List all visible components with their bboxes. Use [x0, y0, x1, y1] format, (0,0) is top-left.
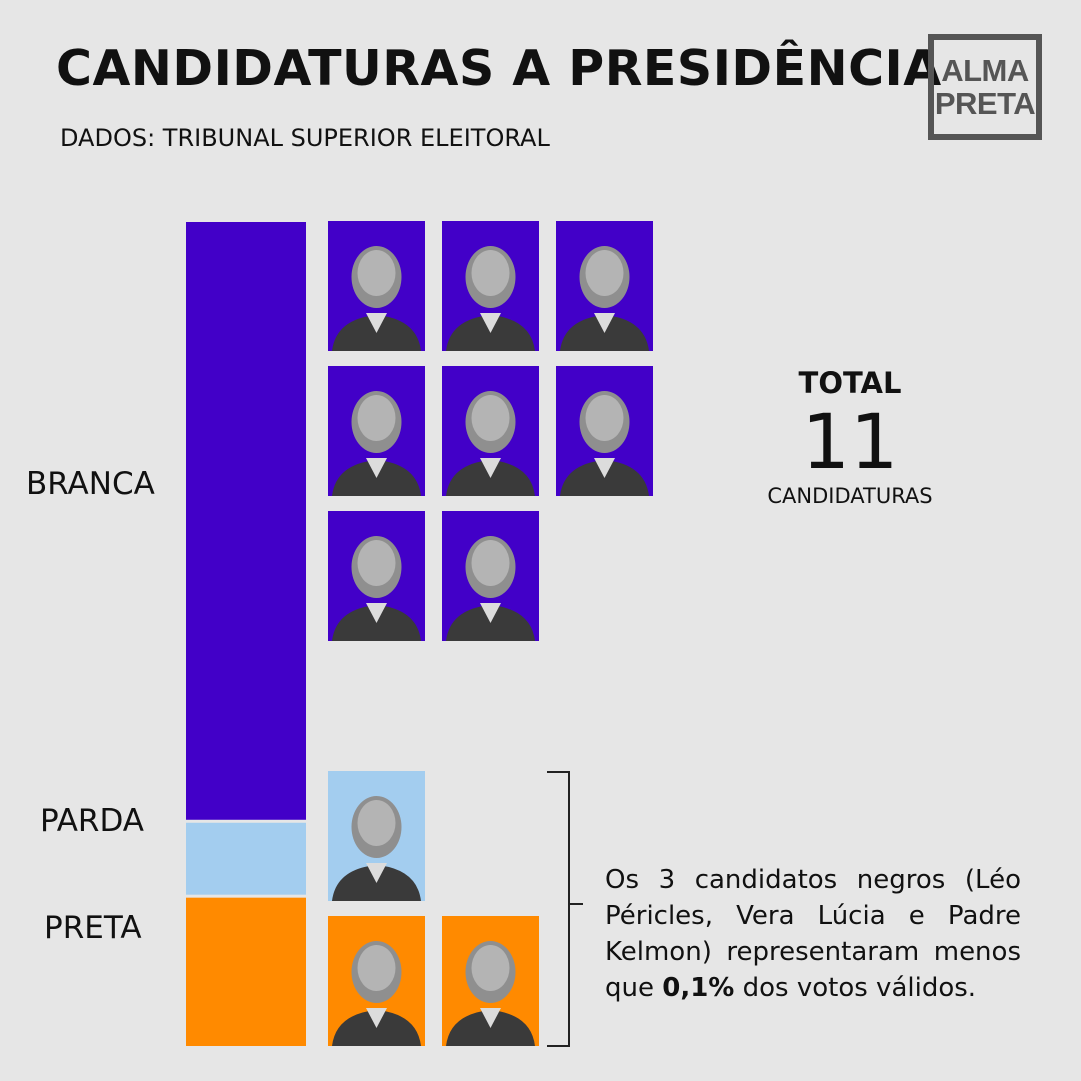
person-silhouette-icon — [446, 536, 535, 641]
total-summary: TOTAL 11 CANDIDATURAS — [750, 366, 950, 508]
candidate-portrait-branca — [556, 221, 653, 351]
person-silhouette-icon — [560, 246, 649, 351]
bar-segment-parda — [186, 822, 306, 895]
candidate-portrait-preta — [328, 916, 425, 1046]
bar-segment-preta — [186, 897, 306, 1046]
category-label-parda: PARDA — [40, 803, 144, 839]
total-value: 11 — [801, 397, 899, 486]
logo-line-1: ALMA — [941, 53, 1029, 88]
logo-line-2: PRETA — [934, 86, 1036, 121]
candidate-portrait-branca — [328, 366, 425, 496]
candidate-portrait-branca — [442, 366, 539, 496]
person-silhouette-icon — [332, 796, 421, 901]
total-label: TOTAL — [798, 366, 902, 400]
candidate-portrait-parda — [328, 771, 425, 901]
bracket-icon — [547, 771, 583, 1047]
page-title: CANDIDATURAS A PRESIDÊNCIA — [56, 40, 942, 97]
candidate-portrait-branca — [442, 221, 539, 351]
person-silhouette-icon — [560, 391, 649, 496]
black-candidates-note: Os 3 candidatos negros (Léo Péricles, Ve… — [605, 862, 1021, 1006]
candidate-portrait-branca — [328, 221, 425, 351]
data-source: DADOS: TRIBUNAL SUPERIOR ELEITORAL — [60, 124, 550, 152]
person-silhouette-icon — [332, 246, 421, 351]
person-silhouette-icon — [446, 941, 535, 1046]
person-silhouette-icon — [446, 246, 535, 351]
category-label-preta: PRETA — [44, 910, 142, 946]
alma-preta-logo: ALMA PRETA — [928, 34, 1042, 140]
candidate-portrait-preta — [442, 916, 539, 1046]
person-silhouette-icon — [332, 391, 421, 496]
note-text-start: Os 3 candidatos negros (Léo Péricles, Ve… — [605, 865, 1021, 1003]
person-silhouette-icon — [446, 391, 535, 496]
total-unit: CANDIDATURAS — [767, 484, 933, 508]
candidate-portrait-branca — [442, 511, 539, 641]
person-silhouette-icon — [332, 941, 421, 1046]
candidate-portrait-branca — [556, 366, 653, 496]
note-text-end: dos votos válidos. — [734, 973, 977, 1003]
person-silhouette-icon — [332, 536, 421, 641]
category-label-branca: BRANCA — [26, 466, 155, 502]
candidate-portrait-branca — [328, 511, 425, 641]
bar-segment-branca — [186, 222, 306, 820]
note-highlight: 0,1% — [662, 973, 735, 1003]
